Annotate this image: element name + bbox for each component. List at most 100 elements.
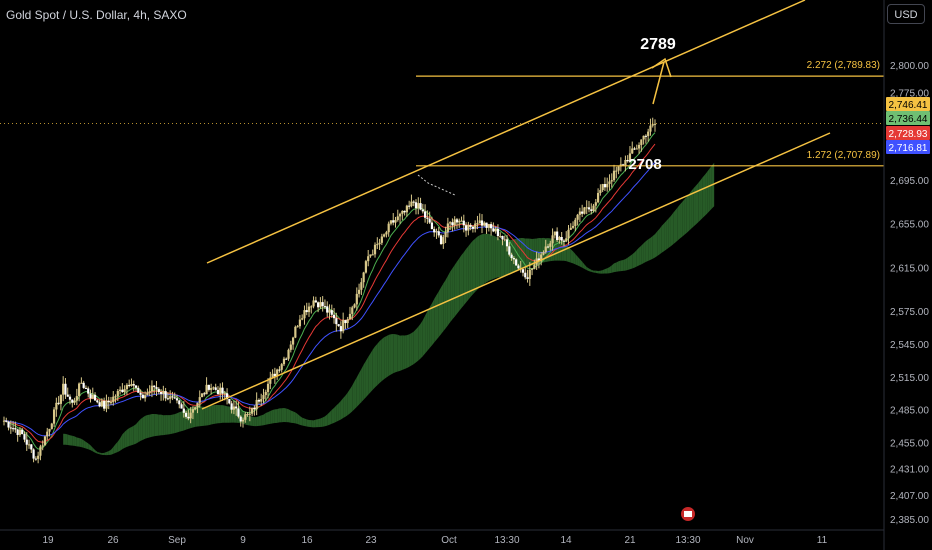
annotations: 2789 2708 [628, 36, 676, 173]
candle-body [214, 387, 217, 390]
cloud-segment [224, 405, 228, 423]
cloud-segment [600, 270, 603, 274]
cloud-segment [413, 329, 416, 365]
cloud-segment [691, 188, 694, 229]
currency-button[interactable]: USD [887, 4, 925, 24]
candle-body [651, 124, 654, 126]
candle-body [128, 384, 131, 386]
candle-body [362, 272, 365, 283]
candle-body [184, 412, 188, 417]
candle-body [421, 209, 424, 212]
candle-body [55, 402, 58, 410]
candle-body [551, 235, 554, 244]
cloud-segment [227, 406, 230, 423]
candle-body [257, 399, 261, 402]
candle-body [148, 391, 151, 393]
candle-body [328, 310, 331, 313]
candle-body [369, 254, 372, 257]
candle-body [444, 232, 447, 238]
y-tick-label: 2,575.00 [890, 307, 929, 318]
candle-body [166, 398, 169, 400]
candle-body [134, 385, 138, 388]
candle-body [464, 225, 468, 231]
cloud-segment [372, 346, 376, 390]
candle-body [626, 159, 629, 162]
cloud-segment [661, 223, 665, 253]
price-tag-label: 2,746.41 [889, 100, 928, 111]
candle-body [285, 358, 288, 360]
candle-body [262, 395, 265, 400]
candle-body [23, 434, 26, 440]
y-tick-label: 2,385.00 [890, 515, 929, 526]
cloud-segment [263, 413, 266, 426]
candle-body [378, 242, 381, 245]
cloud-segment [422, 315, 426, 357]
cloud-segment [441, 283, 444, 335]
cloud-segment [484, 233, 487, 284]
cloud-segment [211, 405, 214, 425]
cloud-segment [306, 419, 310, 427]
x-tick-label: 13:30 [675, 535, 700, 546]
candle-body [394, 220, 397, 223]
cloud-segment [677, 204, 681, 241]
cloud-segment [668, 215, 671, 248]
cloud-segment [415, 326, 419, 363]
x-tick-label: 9 [240, 535, 246, 546]
cloud-segment [491, 234, 494, 280]
candle-body [342, 320, 345, 332]
candle-body [159, 392, 163, 394]
y-axis: 2,800.00 2,775.00 2,695.00 2,655.00 2,615.00… [883, 0, 929, 550]
candle-body [485, 222, 488, 228]
candle-body [273, 373, 276, 377]
candle-body [576, 214, 579, 220]
cloud-segment [322, 416, 325, 427]
candle-body [312, 300, 315, 307]
cloud-segment [709, 165, 712, 211]
cloud-segment [104, 452, 107, 456]
cloud-segment [320, 417, 323, 428]
cloud-segment [334, 405, 337, 423]
cloud-segment [120, 434, 123, 451]
candle-body [219, 387, 222, 395]
candle-body [373, 244, 377, 255]
candle-body [592, 205, 595, 211]
y-tick-label: 2,485.00 [890, 406, 929, 417]
price-tag-bg [886, 126, 930, 140]
cloud-segment [363, 360, 366, 400]
candle-body [449, 222, 452, 224]
candle-body [260, 399, 263, 402]
cloud-segment [302, 417, 305, 427]
candle-body [216, 389, 220, 395]
cloud-segment [557, 240, 560, 261]
candle-body [492, 228, 495, 232]
y-tick-label: 2,695.00 [890, 176, 929, 187]
ma-blue-line [4, 161, 656, 437]
cloud-segment [147, 414, 150, 438]
y-tick-label: 2,655.00 [890, 220, 929, 231]
cloud-segment [140, 417, 143, 441]
candle-body [647, 131, 650, 137]
candle-body [321, 302, 324, 307]
candle-body [118, 389, 122, 391]
candle-body [571, 226, 575, 228]
candle-body [116, 390, 119, 397]
candle-body [41, 445, 44, 447]
cloud-segment [425, 311, 428, 354]
candle-body [203, 393, 206, 395]
candle-body [7, 421, 10, 428]
cloud-segment [124, 429, 127, 448]
cloud-segment [88, 443, 91, 451]
cloud-segment [466, 246, 469, 303]
cloud-segment [74, 436, 77, 447]
cloud-segment [695, 182, 699, 225]
cloud-segment [607, 267, 610, 274]
cloud-segment [295, 412, 298, 425]
cloud-segment [115, 441, 118, 453]
candle-body [487, 224, 490, 228]
cloud-segment [618, 260, 621, 272]
cloud-segment [174, 413, 177, 434]
candle-body [474, 223, 477, 229]
cloud-segment [277, 408, 280, 423]
cloud-segment [468, 243, 471, 300]
